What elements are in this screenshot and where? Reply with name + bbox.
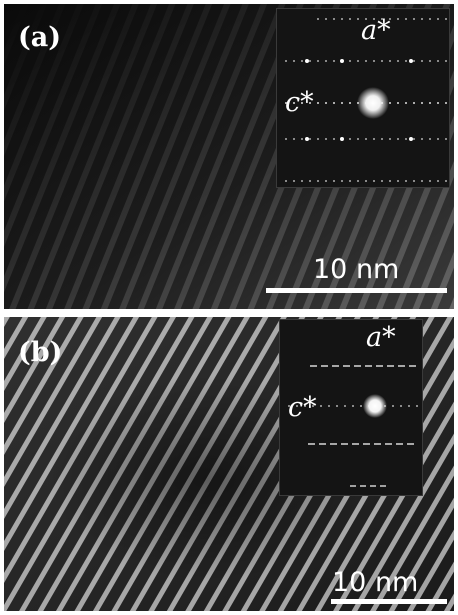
scale-bar-a [266, 288, 447, 293]
axis-label-c-star: c* [285, 87, 314, 118]
diffraction-pattern-b [288, 365, 420, 487]
diffraction-inset-a: a* c* [276, 8, 450, 188]
axis-label-c-star: c* [288, 392, 317, 423]
axis-label-a-star: a* [366, 322, 396, 353]
axis-label-a-star: a* [361, 15, 391, 46]
scale-bar-label-a: 10 nm [313, 254, 400, 285]
panel-label-a: (a) [18, 22, 62, 53]
scale-bar-label-b: 10 nm [332, 567, 419, 598]
diffraction-pattern-a [285, 18, 447, 182]
micrograph-panel-a: (a) a* c* 10 nm [4, 4, 454, 309]
micrograph-panel-b: (b) a* c* 10 nm [4, 317, 454, 611]
scale-bar-b [331, 599, 447, 604]
diffraction-inset-b: a* c* [279, 319, 423, 496]
panel-label-b: (b) [18, 337, 63, 368]
